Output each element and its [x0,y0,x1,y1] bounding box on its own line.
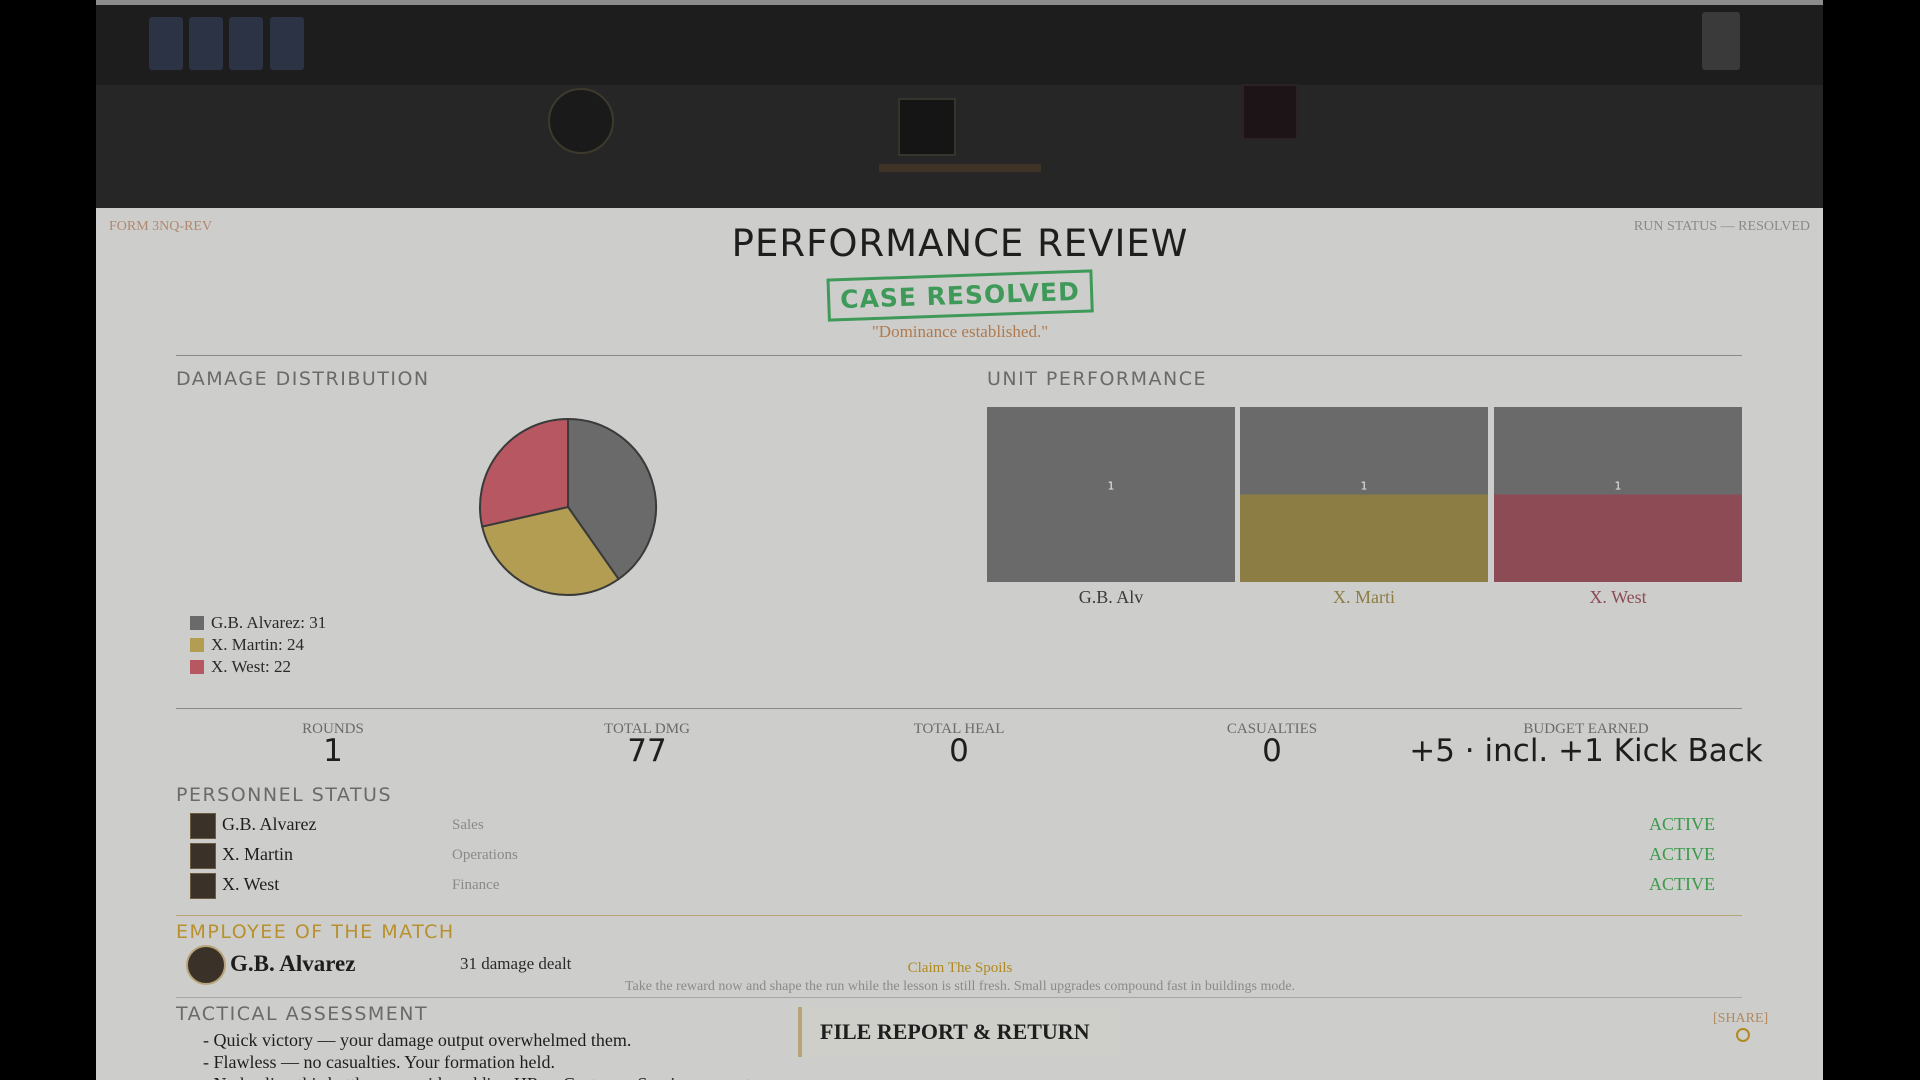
personnel-status: ACTIVE [1649,814,1715,834]
bar-category-label: X. Marti [1333,587,1395,607]
stat-value: 0 [949,733,969,769]
divider [176,997,1742,998]
portrait [548,88,614,154]
scene-upper [96,5,1823,85]
legend-swatch [190,660,204,674]
stat-value: 0 [1262,733,1282,769]
card [149,17,183,70]
bar [987,494,1235,582]
card [229,17,263,70]
section-title: UNIT PERFORMANCE [987,368,1207,390]
personnel-name: X. Martin [222,844,293,864]
personnel-icon [190,873,216,899]
stat-label: ROUNDS [302,721,364,737]
personnel-icon [190,813,216,839]
title: PERFORMANCE REVIEW [731,222,1189,265]
avatar [186,945,226,985]
legend-label: X. West: 22 [211,657,291,676]
bar [1494,494,1742,582]
scene-strip [96,0,1823,5]
employee-detail: 31 damage dealt [460,954,572,973]
pie-slice [567,417,657,581]
stat-label: TOTAL DMG [604,721,690,737]
report-button[interactable]: FILE REPORT & RETURN [798,1007,1120,1057]
personnel-department: Finance [452,877,500,893]
section-title: TACTICAL ASSESSMENT [176,1003,429,1025]
section-title: EMPLOYEE OF THE MATCH [176,921,455,943]
bar-category-label: X. West [1589,587,1646,607]
assessment-line: - Flawless — no casualties. Your formati… [203,1052,555,1072]
personnel-department: Operations [452,847,518,863]
legend-label: X. Martin: 24 [211,635,305,654]
share-button[interactable]: [SHARE] [1713,1011,1769,1026]
stat-label: TOTAL HEAL [913,721,1005,737]
portrait [1242,84,1298,140]
quote: "Dominance established." [871,322,1049,341]
assessment-line: - No healing this battle — consider addi… [203,1074,754,1080]
legend-swatch [190,616,204,630]
divider [176,355,1742,356]
form-id: FORM 3NQ-REV [109,219,213,234]
section-title: DAMAGE DISTRIBUTION [176,368,430,390]
stat-value: 1 [323,733,343,769]
divider [176,915,1742,916]
portrait [898,98,956,156]
scene [96,0,1823,208]
bar [1240,494,1488,582]
personnel-department: Sales [452,817,484,833]
legend-label: G.B. Alvarez: 31 [211,613,326,632]
stat-value: 77 [627,733,667,769]
table [879,164,1041,172]
personnel-status: ACTIVE [1649,874,1715,894]
panel [96,208,1823,1080]
personnel-status: ACTIVE [1649,844,1715,864]
legend-swatch [190,638,204,652]
personnel-name: X. West [222,874,280,894]
bar-value-label: 1 [1361,480,1368,493]
bar-value-label: 1 [1108,480,1115,493]
pie-slice [479,417,569,528]
device [1702,12,1740,70]
personnel-icon [190,843,216,869]
bar-value-label: 1 [1615,480,1622,493]
reward-title: Claim The Spoils [907,960,1013,976]
personnel-name: G.B. Alvarez [222,814,317,834]
share-icon [1736,1028,1750,1042]
card [270,17,304,70]
pie-slice [481,505,620,596]
divider [176,708,1742,709]
stat-label: CASUALTIES [1226,721,1318,737]
section-title: PERSONNEL STATUS [176,784,393,806]
stat-value: +5 · incl. +1 Kick Back [1409,733,1763,769]
stat-label: BUDGET EARNED [1523,721,1649,737]
employee-name: G.B. Alvarez [230,951,356,976]
charts: G.B. Alvarez: 31 X. Martin: 24 X. West: 22… [190,407,1742,676]
bar-category-label: G.B. Alv [1079,587,1144,607]
assessment-line: - Quick victory — your damage output ove… [203,1030,632,1050]
run-status: RUN STATUS — RESOLVED [1633,219,1810,234]
reward-desc: Take the reward now and shape the run wh… [624,979,1296,994]
card [189,17,223,70]
